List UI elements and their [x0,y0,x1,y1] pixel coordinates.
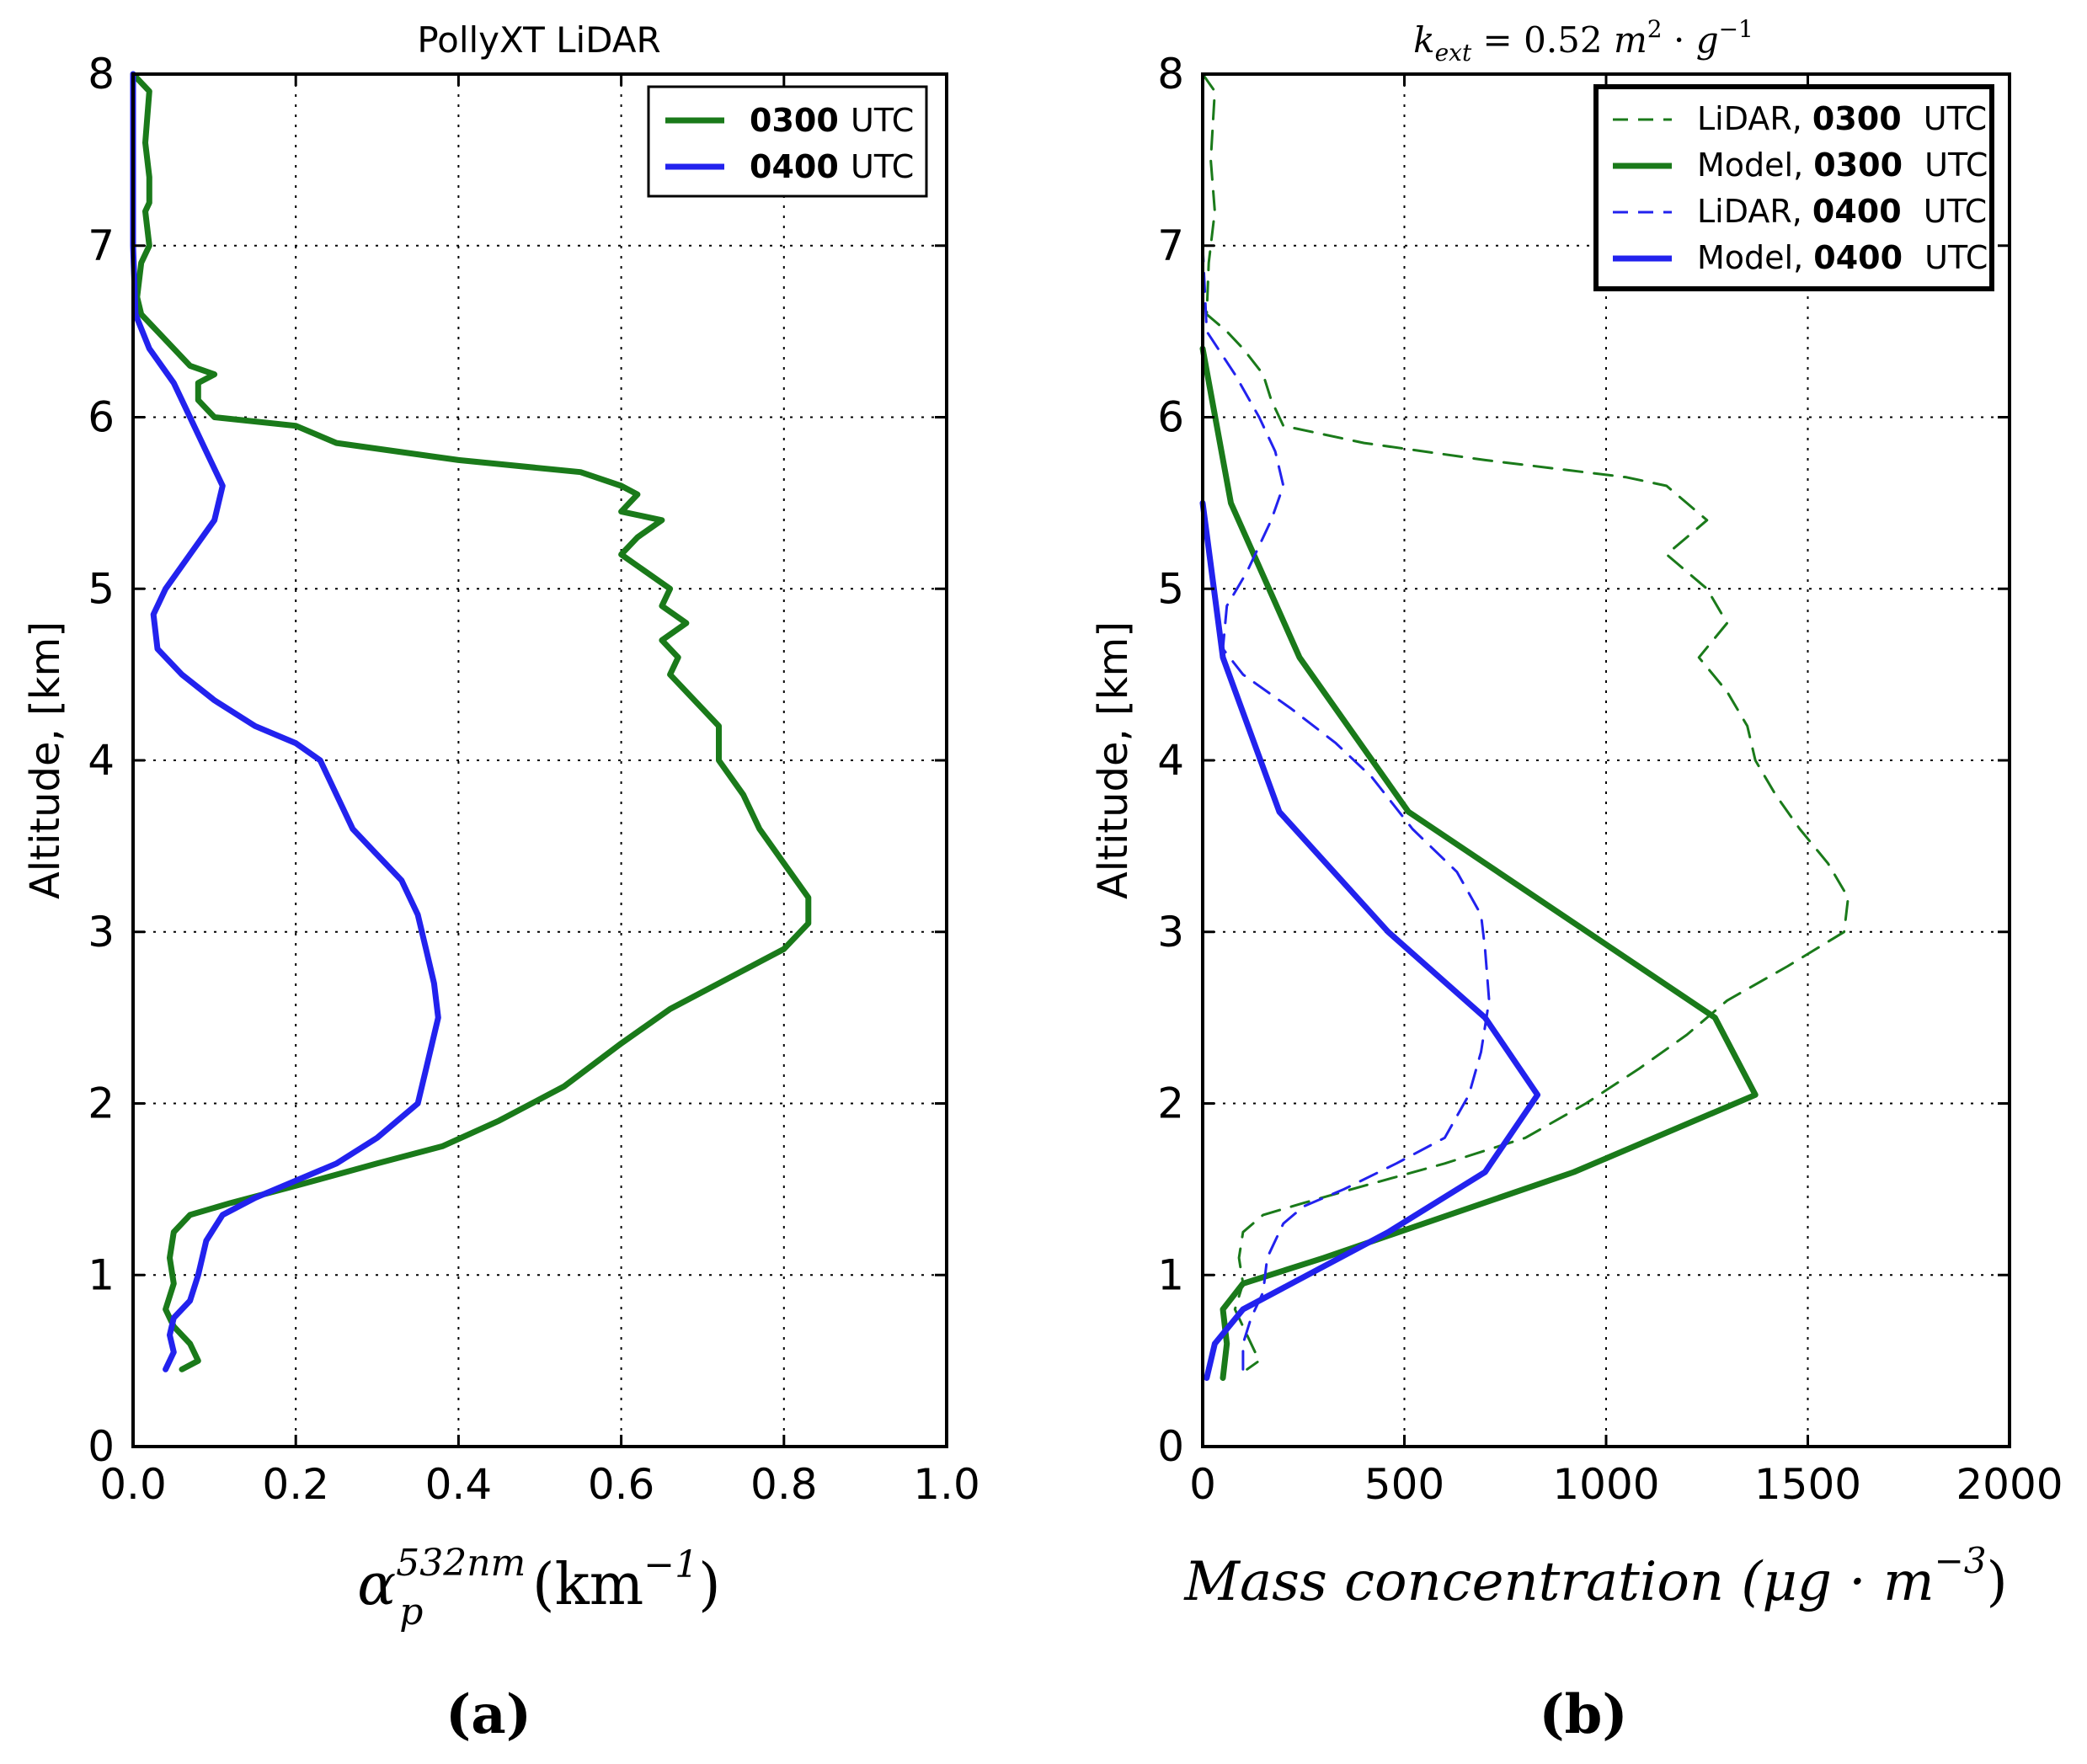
panel-b-xlabel-close: ) [1987,1551,2008,1613]
legend-time-0300: 0300 [750,102,839,139]
y-tick-label: 8 [88,50,115,99]
panel-a-xlabel: α532nm p (km−1) [357,1542,720,1633]
y-tick-label: 2 [1157,1079,1184,1128]
panel-a-xlabel-sub: p [399,1591,423,1633]
legend-source-lidar-0300: LiDAR, 0300 UTC [1697,100,1987,137]
panel-a-ylabel: Altitude, [km] [22,621,69,899]
panel-b-title-sub: ext [1435,39,1472,67]
x-tick-label: 2000 [1956,1460,2063,1509]
panel-b-ylabel: Altitude, [km] [1090,621,1137,899]
panel-a-xlabel-sup: 532nm [396,1542,526,1585]
series-line-b-model-0300-utc [1199,345,1759,1381]
panel-a-ticks: 0.0 0.2 0.4 0.6 0.8 1.0 0 1 2 3 4 5 6 7 8 [88,50,980,1509]
y-tick-label: 2 [88,1079,115,1128]
panel-b-grid [1203,74,2010,1447]
panel-b-title-k: k [1413,19,1434,61]
panel-b-xlabel-exp: −3 [1935,1540,1987,1581]
y-tick-label: 5 [88,564,115,613]
panel-a-lines [130,71,812,1372]
panel-a-grid [133,74,947,1447]
y-tick-label: 4 [1157,736,1184,785]
x-tick-label: 0.0 [99,1460,167,1509]
series-line-b-lidar-0400-utc [1201,89,1491,1371]
panel-a-title: PollyXT LiDAR [417,19,660,61]
panel-b-xlabel: Mass concentration (μg · m−3) [1183,1540,2007,1613]
panel-b-title-g-exp: −1 [1719,15,1753,43]
panel-a: PollyXT LiDAR 0.0 0.2 0.4 0.6 0.8 1.0 0 1 2 3 4 5 6 7… [22,19,980,1746]
y-tick-label: 5 [1157,564,1184,613]
panel-b: kext = 0.52 m2 · g−1 0 500 1000 1500 2000012… [1090,15,2063,1746]
y-tick-label: 1 [88,1250,115,1299]
y-tick-label: 6 [88,393,115,442]
panel-b-xlabel-main: Mass concentration (μg · m [1183,1551,1934,1613]
y-tick-label: 4 [88,736,115,785]
x-tick-label: 1500 [1754,1460,1861,1509]
y-tick-label: 1 [1157,1250,1184,1299]
legend-source-model-0400: Model, 0400 UTC [1697,239,1988,276]
y-tick-label: 0 [1157,1422,1184,1471]
panel-a-xlabel-unit: (km [514,1552,643,1618]
panel-a-caption: (a) [446,1683,531,1746]
x-tick-label: 0.2 [262,1460,329,1509]
legend-source-lidar-0400: LiDAR, 0400 UTC [1697,193,1987,230]
x-tick-label: 0.8 [750,1460,818,1509]
legend-unit-0400: UTC [851,148,914,185]
x-tick-label: 0 [1189,1460,1216,1509]
panel-b-title-g: g [1696,19,1719,61]
legend-unit-0300: UTC [851,102,914,139]
panel-b-ticks: 0 500 1000 1500 2000 0 1 2 3 4 5 6 7 8 [1157,50,2063,1509]
panel-b-legend: LiDAR, 0300 UTC Model, 0300 UTC LiDAR, 0… [1593,84,1994,291]
panel-a-xlabel-close: ) [698,1552,721,1618]
panel-b-title-m-exp: 2 [1647,15,1663,43]
y-tick-label: 7 [88,221,115,270]
x-tick-label: 0.6 [588,1460,655,1509]
panel-a-xlabel-symbol: α [357,1552,396,1618]
panel-b-caption: (b) [1539,1683,1627,1746]
legend-source-model-0300: Model, 0300 UTC [1697,147,1988,184]
series-line-a-0300-utc [130,71,812,1372]
y-tick-label: 3 [88,908,115,957]
x-tick-label: 500 [1364,1460,1444,1509]
panel-b-title-eq: = 0.52 [1471,19,1614,61]
y-tick-label: 8 [1157,50,1184,99]
panel-b-title: kext = 0.52 m2 · g−1 [1413,15,1753,67]
x-tick-label: 1.0 [913,1460,980,1509]
y-tick-label: 6 [1157,393,1184,442]
y-tick-label: 3 [1157,908,1184,957]
y-tick-label: 0 [88,1422,115,1471]
series-line-b-lidar-0300-utc [1201,72,1849,1371]
x-tick-label: 1000 [1552,1460,1659,1509]
legend-time-0400: 0400 [750,148,839,185]
panel-b-title-dot: · [1663,19,1696,61]
panel-a-legend: 0300 UTC 0400 UTC [647,85,928,198]
x-tick-label: 0.4 [425,1460,493,1509]
panel-a-legend-box [647,85,928,198]
panel-b-title-m: m [1614,19,1647,61]
panel-a-xlabel-unit-exp: −1 [643,1543,698,1586]
series-line-a-0400-utc [130,71,441,1372]
panel-b-legend-box [1593,84,1994,291]
panel-b-lines [1199,72,1849,1381]
series-line-b-model-0400-utc [1199,499,1541,1381]
y-tick-label: 7 [1157,221,1184,270]
